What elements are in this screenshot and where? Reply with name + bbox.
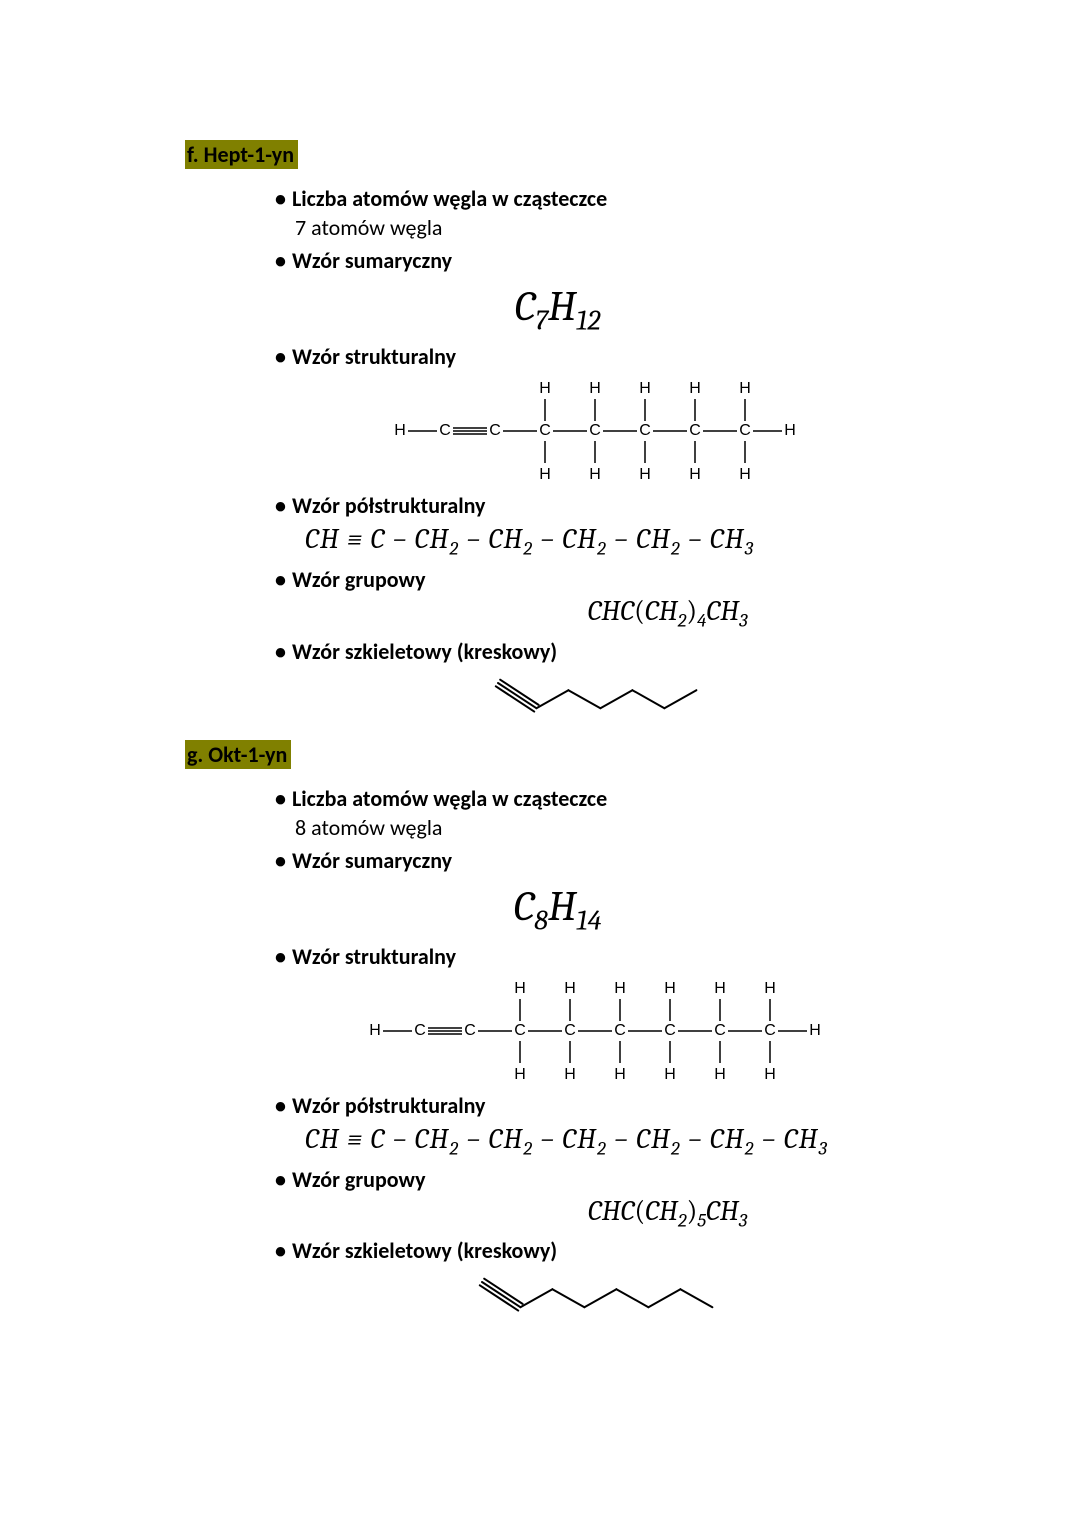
section-g-body: Liczba atomów węgla w cząsteczce 8 atomó…: [275, 785, 980, 1322]
svg-text:H: H: [714, 1066, 726, 1083]
mol-H: H: [548, 282, 576, 331]
structural-diagram-g: H C C C H H C H H C H H C H H C H H C H H H: [275, 976, 980, 1086]
section-g: g. Okt-1-yn Liczba atomów węgla w cząste…: [185, 740, 980, 1322]
mol-H: H: [548, 882, 576, 931]
group-formula: CHC(CH2)5CH3: [275, 1195, 980, 1232]
molecular-label: Wzór sumaryczny: [275, 247, 980, 274]
svg-text:H: H: [739, 381, 751, 398]
svg-text:H: H: [394, 423, 406, 440]
svg-text:H: H: [514, 980, 526, 997]
atoms-label: Liczba atomów węgla w cząsteczce: [275, 185, 980, 212]
svg-text:H: H: [739, 467, 751, 484]
svg-text:C: C: [489, 423, 501, 440]
section-name: Okt-1-yn: [208, 741, 287, 768]
svg-text:H: H: [614, 980, 626, 997]
semistruct-formula: CH ≡ C − CH2 − CH2 − CH2 − CH2 − CH3: [305, 523, 980, 560]
atoms-value: 8 atomów węgla: [295, 814, 980, 841]
svg-text:C: C: [739, 423, 751, 440]
svg-text:H: H: [784, 423, 796, 440]
section-g-header: g. Okt-1-yn: [185, 740, 291, 769]
svg-text:H: H: [589, 381, 601, 398]
svg-text:C: C: [514, 1022, 526, 1039]
svg-text:C: C: [714, 1022, 726, 1039]
section-f-body: Liczba atomów węgla w cząsteczce 7 atomó…: [275, 185, 980, 722]
svg-text:H: H: [564, 980, 576, 997]
skeletal-label: Wzór szkieletowy (kreskowy): [275, 1237, 980, 1264]
mol-Hsub: 12: [576, 304, 600, 337]
atoms-label: Liczba atomów węgla w cząsteczce: [275, 785, 980, 812]
molecular-formula: C7H12: [275, 282, 980, 337]
atoms-value: 7 atomów węgla: [295, 214, 980, 241]
svg-text:H: H: [689, 381, 701, 398]
mol-C: C: [513, 882, 534, 931]
skeletal-diagram-g: [275, 1270, 980, 1321]
skeletal-diagram-f: [275, 671, 980, 722]
section-name: Hept-1-yn: [204, 141, 294, 168]
svg-text:H: H: [809, 1022, 821, 1039]
section-f-header: f. Hept-1-yn: [185, 140, 298, 169]
svg-text:C: C: [464, 1022, 476, 1039]
structural-diagram-f: H C C C H H C H H C H H C H H C H H H: [275, 376, 980, 486]
svg-text:H: H: [539, 467, 551, 484]
svg-text:C: C: [414, 1022, 426, 1039]
structural-label: Wzór strukturalny: [275, 943, 980, 970]
svg-text:H: H: [514, 1066, 526, 1083]
svg-text:H: H: [589, 467, 601, 484]
semistruct-label: Wzór półstrukturalny: [275, 1092, 980, 1119]
svg-text:H: H: [664, 980, 676, 997]
svg-text:H: H: [714, 980, 726, 997]
group-label: Wzór grupowy: [275, 566, 980, 593]
mol-Hsub: 14: [576, 904, 601, 937]
svg-text:C: C: [664, 1022, 676, 1039]
section-letter: f.: [185, 141, 199, 168]
semistruct-label: Wzór półstrukturalny: [275, 492, 980, 519]
svg-text:H: H: [639, 381, 651, 398]
svg-text:H: H: [614, 1066, 626, 1083]
svg-text:H: H: [564, 1066, 576, 1083]
svg-text:C: C: [614, 1022, 626, 1039]
molecular-label: Wzór sumaryczny: [275, 847, 980, 874]
svg-text:C: C: [764, 1022, 776, 1039]
section-f: f. Hept-1-yn Liczba atomów węgla w cząst…: [185, 140, 980, 722]
svg-text:C: C: [589, 423, 601, 440]
skeletal-label: Wzór szkieletowy (kreskowy): [275, 638, 980, 665]
svg-text:C: C: [564, 1022, 576, 1039]
svg-text:H: H: [539, 381, 551, 398]
group-label: Wzór grupowy: [275, 1166, 980, 1193]
semistruct-formula: CH ≡ C − CH2 − CH2 − CH2 − CH2 − CH2 − C…: [305, 1123, 980, 1160]
mol-Csub: 8: [534, 904, 548, 937]
svg-text:H: H: [369, 1022, 381, 1039]
svg-text:H: H: [639, 467, 651, 484]
svg-text:H: H: [664, 1066, 676, 1083]
svg-text:C: C: [539, 423, 551, 440]
svg-text:H: H: [764, 980, 776, 997]
svg-text:H: H: [764, 1066, 776, 1083]
group-formula: CHC(CH2)4CH3: [275, 595, 980, 632]
molecular-formula: C8H14: [275, 882, 980, 937]
svg-text:C: C: [639, 423, 651, 440]
structural-label: Wzór strukturalny: [275, 343, 980, 370]
svg-text:C: C: [689, 423, 701, 440]
mol-Csub: 7: [535, 304, 548, 337]
page: f. Hept-1-yn Liczba atomów węgla w cząst…: [0, 0, 1080, 1386]
svg-text:C: C: [439, 423, 451, 440]
svg-text:H: H: [689, 467, 701, 484]
mol-C: C: [514, 282, 535, 331]
section-letter: g.: [185, 741, 203, 768]
